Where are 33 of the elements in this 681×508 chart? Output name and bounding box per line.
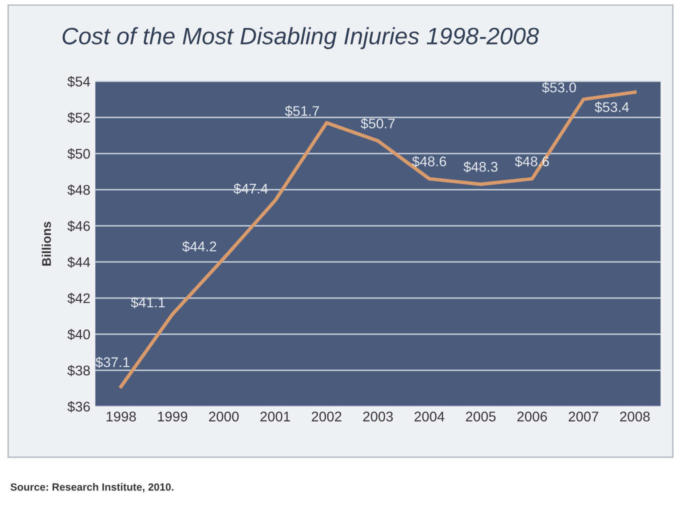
x-tick-label: 2006 — [517, 412, 547, 422]
y-tick-label: $38 — [67, 365, 90, 376]
y-tick-label: $36 — [67, 401, 90, 412]
y-tick-label: $50 — [67, 148, 90, 160]
data-label: $51.7 — [285, 105, 319, 117]
data-label: $48.6 — [412, 156, 446, 168]
x-tick-label: 2000 — [209, 412, 239, 422]
chart-title: Cost of the Most Disabling Injuries 1998-2008 — [62, 27, 539, 50]
data-label: $37.1 — [95, 356, 130, 368]
data-label: $53.4 — [594, 102, 629, 113]
x-tick-label: 2004 — [414, 412, 444, 422]
x-tick-label: 2005 — [466, 412, 496, 422]
source-note: Source: Research Institute, 2010. — [10, 483, 174, 492]
x-tick-label: 2003 — [363, 412, 393, 422]
y-tick-label: $48 — [67, 184, 90, 196]
x-tick-label: 2007 — [568, 412, 598, 422]
data-label: $41.1 — [130, 296, 165, 308]
data-label: $44.2 — [182, 240, 216, 252]
y-tick-label: $46 — [67, 220, 90, 232]
data-label: $50.7 — [360, 118, 395, 130]
x-tick-label: 1998 — [106, 412, 136, 422]
x-tick-label: 2008 — [620, 412, 650, 422]
y-tick-label: $40 — [67, 328, 90, 340]
x-tick-label: 2001 — [260, 412, 290, 422]
y-tick-label: $44 — [67, 256, 90, 268]
data-label: $53.0 — [542, 82, 576, 94]
y-axis-title: Billions — [42, 222, 51, 266]
x-tick-label: 1999 — [158, 412, 188, 422]
y-tick-label: $42 — [67, 292, 90, 304]
y-tick-label: $52 — [67, 112, 90, 124]
x-tick-label: 2002 — [312, 412, 342, 422]
data-label: $48.3 — [464, 161, 498, 173]
y-tick-label: $54 — [67, 76, 90, 88]
